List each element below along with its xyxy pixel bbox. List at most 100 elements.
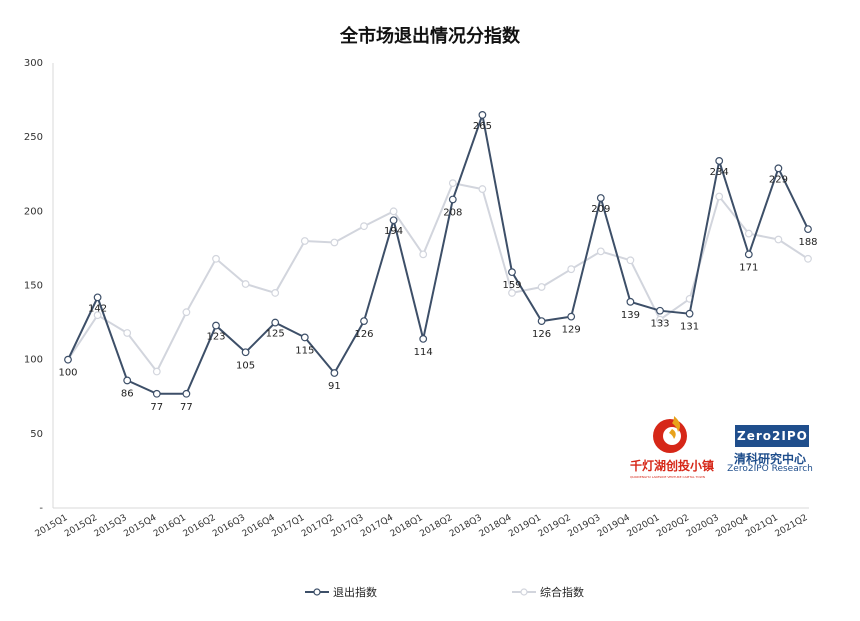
x-tick-label: 2016Q2 — [182, 513, 218, 540]
zero2ipo-logo-subtext: Zero2IPO Research — [727, 464, 813, 474]
data-point — [93, 311, 102, 320]
y-tick-label: - — [39, 503, 43, 514]
x-tick-label: 2017Q4 — [359, 513, 395, 540]
x-tick-label: 2019Q4 — [596, 513, 632, 540]
x-tick-label: 2016Q1 — [152, 513, 188, 540]
zero2ipo-logo-text: 清科研究中心 — [733, 452, 806, 466]
data-point — [774, 164, 783, 173]
data-point — [330, 238, 339, 247]
data-label: 100 — [58, 368, 77, 379]
data-label: 129 — [562, 325, 581, 336]
x-tick-label: 2017Q2 — [300, 513, 336, 540]
data-point — [567, 312, 576, 321]
x-tick-label: 2016Q4 — [241, 513, 277, 540]
data-point — [182, 308, 191, 317]
data-label: 159 — [502, 280, 521, 291]
data-point — [448, 179, 457, 188]
y-tick-label: 100 — [24, 355, 43, 366]
data-point — [508, 289, 516, 297]
data-point — [300, 333, 309, 342]
data-point — [508, 268, 516, 277]
zero2ipo-badge: Zero2IPO — [735, 425, 809, 447]
data-point — [537, 317, 546, 326]
data-point — [774, 235, 783, 244]
x-tick-label: 2018Q4 — [478, 513, 514, 540]
x-tick-label: 2018Q1 — [389, 513, 425, 540]
data-label: 123 — [206, 332, 225, 343]
data-point — [804, 225, 812, 234]
data-label: 142 — [88, 303, 107, 314]
x-tick-label: 2020Q1 — [626, 513, 662, 540]
x-tick-label: 2015Q2 — [63, 513, 99, 540]
x-tick-label: 2019Q2 — [537, 513, 573, 540]
data-label: 125 — [266, 329, 285, 340]
x-tick-label: 2020Q3 — [685, 513, 721, 540]
data-label: 229 — [769, 174, 788, 185]
x-tick-label: 2019Q3 — [566, 513, 602, 540]
data-point — [804, 254, 812, 263]
series-line — [67, 182, 809, 374]
data-point — [596, 247, 605, 256]
data-point — [182, 389, 191, 398]
data-point — [389, 216, 398, 225]
zero2ipo-badge-text: Zero2IPO — [737, 429, 808, 443]
x-tick-label: 2018Q2 — [418, 513, 454, 540]
x-tick-label: 2016Q3 — [211, 513, 247, 540]
data-point — [744, 250, 753, 259]
data-point — [241, 280, 250, 288]
legend-marker — [313, 588, 321, 596]
data-point — [64, 355, 72, 364]
data-point — [123, 329, 132, 337]
data-label: 91 — [328, 381, 341, 392]
data-point — [744, 229, 753, 238]
data-label: 209 — [591, 204, 610, 215]
data-point — [152, 367, 161, 376]
qiandenghu-logo-text: 千灯湖创投小镇 — [629, 459, 714, 473]
data-point — [93, 293, 102, 302]
data-point — [271, 289, 280, 297]
data-label: 126 — [532, 329, 551, 340]
y-tick-label: 50 — [30, 429, 43, 440]
data-label: 77 — [150, 402, 163, 413]
data-label: 194 — [384, 226, 403, 237]
data-point — [271, 318, 280, 327]
x-tick-label: 2021Q2 — [774, 513, 810, 540]
data-label: 105 — [236, 360, 255, 371]
qiandenghu-logo-subtext: QIANDENGHU LAKESIDE VENTURE CAPITAL TOWN — [630, 475, 706, 479]
x-tick-label: 2015Q1 — [34, 513, 70, 540]
data-point — [656, 315, 664, 324]
x-tick-label: 2015Q4 — [122, 513, 158, 540]
data-label: 139 — [621, 310, 640, 321]
x-tick-label: 2020Q2 — [655, 513, 691, 540]
series-line — [67, 111, 809, 395]
data-label: 265 — [473, 121, 492, 132]
data-label: 133 — [650, 319, 669, 330]
x-tick-label: 2021Q1 — [744, 513, 780, 540]
data-label: 115 — [295, 345, 314, 356]
y-tick-label: 200 — [24, 206, 43, 217]
x-tick-label: 2015Q3 — [93, 513, 129, 540]
data-point — [389, 207, 398, 216]
y-tick-label: 150 — [24, 281, 43, 292]
data-label: 114 — [414, 347, 433, 358]
y-tick-label: 250 — [24, 132, 43, 143]
data-point — [152, 389, 161, 398]
data-point — [685, 309, 694, 318]
legend-marker — [520, 588, 528, 596]
data-point — [537, 283, 546, 291]
data-point — [212, 254, 220, 263]
data-point — [478, 185, 487, 193]
data-label: 188 — [798, 237, 817, 248]
data-point — [715, 156, 724, 165]
y-tick-label: 300 — [24, 58, 43, 69]
data-label: 131 — [680, 322, 699, 333]
data-point — [626, 256, 635, 265]
data-point — [567, 265, 576, 274]
data-point — [656, 306, 664, 315]
x-tick-label: 2020Q4 — [714, 513, 750, 540]
data-point — [330, 369, 339, 377]
data-point — [360, 222, 368, 231]
data-point — [448, 195, 457, 204]
